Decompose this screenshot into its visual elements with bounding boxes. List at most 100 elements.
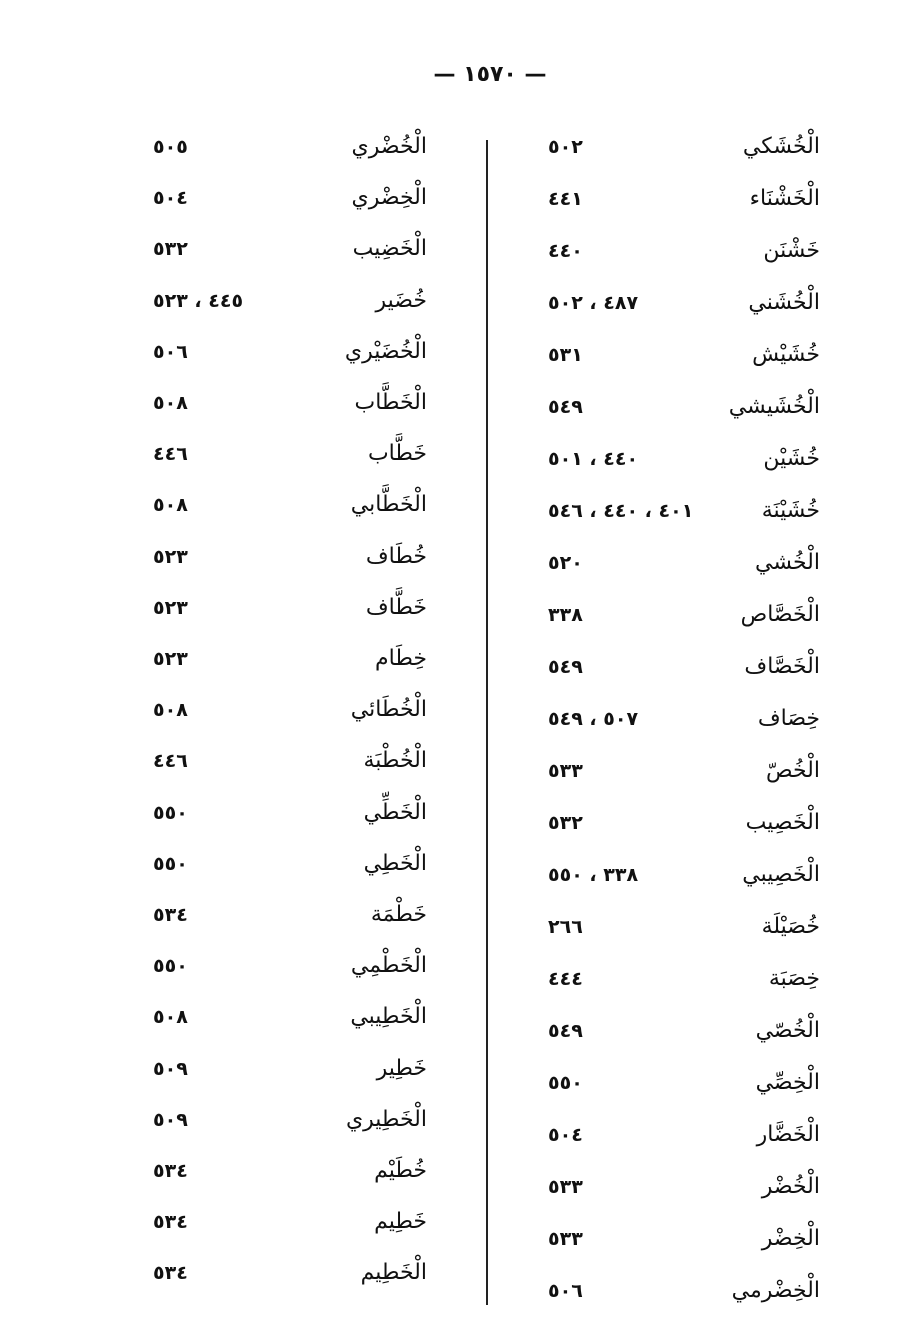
entry-name: الْخُصّي xyxy=(755,1018,820,1043)
entry-name: الْخُطْبَة xyxy=(363,748,428,774)
index-entry: خُضَير ٤٤٥ ، ٥٢٣ xyxy=(153,288,427,328)
index-entry: خُصَيْلَة ٢٦٦ xyxy=(548,914,820,954)
entry-name: الْخَطِي xyxy=(363,850,427,876)
index-entry: الْخَطِّي ٥٥٠ xyxy=(153,800,427,840)
entry-name: خُشَيْش xyxy=(752,342,820,367)
entry-pages: ٥٣١ xyxy=(548,344,583,366)
entry-pages: ٢٦٦ xyxy=(548,916,583,938)
entry-pages: ٥٤٩ xyxy=(548,396,583,418)
entry-pages: ٥٠٧ ، ٥٤٩ xyxy=(548,708,639,730)
entry-name: خُشَيْن xyxy=(763,446,820,471)
index-entry: الْخُطْبَة ٤٤٦ xyxy=(153,748,427,788)
entry-pages: ٤٤٥ ، ٥٢٣ xyxy=(153,289,244,312)
index-entry: الْخُضْري ٥٠٥ xyxy=(153,134,427,174)
entry-name: الْخَصِيبي xyxy=(742,862,820,887)
entry-name: خُشَيْنَة xyxy=(761,498,820,523)
entry-pages: ٤٤٦ xyxy=(153,443,188,466)
entry-pages: ٥٢٣ xyxy=(153,596,188,619)
entry-name: الْخِضْري xyxy=(351,185,427,211)
index-entry: الْخُشي ٥٢٠ xyxy=(548,550,820,590)
entry-name: خَطَّاب xyxy=(367,441,427,467)
index-entry: الْخُضَيْري ٥٠٦ xyxy=(153,339,427,379)
entry-pages: ٥٠٢ xyxy=(548,136,583,158)
entry-name: الْخُضْر xyxy=(761,1174,820,1199)
index-entry: خُشَيْن ٤٤٠ ، ٥٠١ xyxy=(548,446,820,486)
index-entry: خِصَبَة ٤٤٤ xyxy=(548,966,820,1006)
index-entry: الْخَطِيري ٥٠٩ xyxy=(153,1107,427,1147)
entry-name: الْخِصِّي xyxy=(755,1070,820,1095)
index-entry: الْخَطَّاب ٥٠٨ xyxy=(153,390,427,430)
entry-name: الْخَطْمِي xyxy=(350,953,427,979)
index-entry: خَطِيم ٥٣٤ xyxy=(153,1209,427,1249)
entry-name: خَشْنَن xyxy=(763,238,820,263)
entry-name: الْخُضَيْري xyxy=(344,338,427,364)
entry-pages: ٣٣٨ ، ٥٥٠ xyxy=(548,864,639,886)
entry-name: الْخَصِيب xyxy=(745,810,820,835)
entry-pages: ٥٤٩ xyxy=(548,1020,583,1042)
entry-pages: ٤٤٤ xyxy=(548,968,583,990)
index-entry: خَطَّاف ٥٢٣ xyxy=(153,595,427,635)
entry-pages: ٤٠١ ، ٤٤٠ ، ٥٤٦ xyxy=(548,500,694,522)
entry-pages: ٥٢٠ xyxy=(548,552,583,574)
index-entry: الْخُضْر ٥٣٣ xyxy=(548,1174,820,1214)
entry-pages: ٥٣٣ xyxy=(548,760,583,782)
entry-pages: ٥٠٨ xyxy=(153,392,188,414)
entry-name: الْخَضِيب xyxy=(352,236,427,262)
entry-pages: ٥٥٠ xyxy=(548,1072,583,1094)
entry-name: الْخَطِيبي xyxy=(350,1004,427,1030)
entry-name: خَطَّاف xyxy=(365,594,427,620)
entry-name: الْخُشي xyxy=(755,550,820,575)
index-entry: خَشْنَن ٤٤٠ xyxy=(548,238,820,278)
entry-name: الْخُصّ xyxy=(766,758,820,783)
entry-name: خَطِير xyxy=(376,1055,427,1081)
entry-name: الْخَصَّاص xyxy=(740,602,820,627)
index-entry: الْخَطِيم ٥٣٤ xyxy=(153,1260,427,1300)
entry-pages: ٥٠٩ xyxy=(153,1057,188,1080)
entry-pages: ٥٠٤ xyxy=(153,187,188,210)
entry-name: خَطِيم xyxy=(374,1209,427,1235)
entry-name: الْخَطَّابي xyxy=(350,492,427,518)
index-entry: خُطَيْم ٥٣٤ xyxy=(153,1158,427,1198)
index-entry: الْخَشْنَاء ٤٤١ xyxy=(548,186,820,226)
entry-pages: ٥٥٠ xyxy=(153,852,188,875)
index-entry: الْخُطَائي ٥٠٨ xyxy=(153,697,427,737)
entry-name: الْخِضْر xyxy=(761,1226,820,1251)
entry-name: الْخُطَائي xyxy=(350,697,427,723)
index-entry: الْخُشَني ٤٨٧ ، ٥٠٢ xyxy=(548,290,820,330)
index-entry: الْخَصَّاف ٥٤٩ xyxy=(548,654,820,694)
entry-pages: ٥٢٣ xyxy=(153,648,188,670)
index-entry: الْخِضْرمي ٥٠٦ xyxy=(548,1278,820,1318)
entry-name: الْخُشَيشي xyxy=(728,394,820,419)
entry-pages: ٤٤٦ xyxy=(153,750,188,773)
entry-name: الْخَطِيم xyxy=(360,1260,427,1286)
entry-pages: ٥٢٣ xyxy=(153,545,188,568)
index-entry: خُشَيْنَة ٤٠١ ، ٤٤٠ ، ٥٤٦ xyxy=(548,498,820,538)
index-entry: الْخَطِيبي ٥٠٨ xyxy=(153,1004,427,1044)
index-entry: خِطَام ٥٢٣ xyxy=(153,646,427,686)
index-entry: الْخَصِيب ٥٣٢ xyxy=(548,810,820,850)
entry-name: خُضَير xyxy=(375,287,427,313)
entry-pages: ٥٣٤ xyxy=(153,1262,188,1285)
index-entry: الْخَضَّار ٥٠٤ xyxy=(548,1122,820,1162)
index-entry: الْخَصَّاص ٣٣٨ xyxy=(548,602,820,642)
entry-name: خِطَام xyxy=(375,646,427,671)
entry-pages: ٥٠٦ xyxy=(153,340,188,363)
index-entry: خَطْمَة ٥٣٤ xyxy=(153,902,427,942)
entry-name: الْخُضْري xyxy=(351,134,427,159)
entry-name: الْخُشَني xyxy=(748,290,820,315)
entry-pages: ٥٣٤ xyxy=(153,1211,188,1234)
entry-name: الْخُشَكي xyxy=(742,134,820,159)
index-entry: الْخَطَّابي ٥٠٨ xyxy=(153,492,427,532)
index-entry: خَطَّاب ٤٤٦ xyxy=(153,441,427,481)
index-entry: خُشَيْش ٥٣١ xyxy=(548,342,820,382)
entry-pages: ٥٣٤ xyxy=(153,904,188,926)
entry-name: خُصَيْلَة xyxy=(761,914,820,939)
entry-name: خِصَاف xyxy=(757,706,820,731)
entry-name: الْخِضْرمي xyxy=(731,1278,820,1303)
index-entry: الْخِضْري ٥٠٤ xyxy=(153,185,427,225)
entry-pages: ٥٣٤ xyxy=(153,1160,188,1182)
entry-pages: ٥٣٢ xyxy=(153,238,188,261)
index-entry: الْخِصِّي ٥٥٠ xyxy=(548,1070,820,1110)
index-entry: الْخُصّي ٥٤٩ xyxy=(548,1018,820,1058)
index-entry: الْخُشَكي ٥٠٢ xyxy=(548,134,820,174)
